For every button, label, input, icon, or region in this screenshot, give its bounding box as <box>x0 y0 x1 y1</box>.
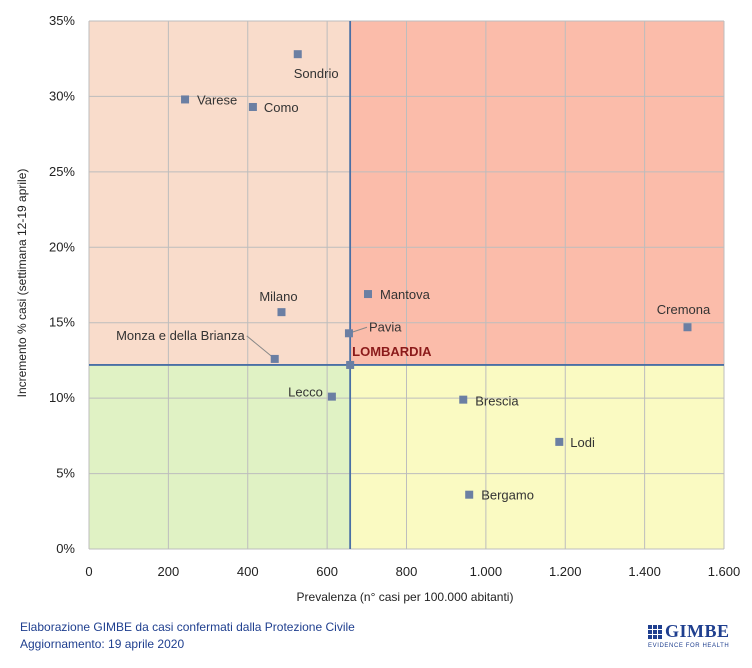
point-label: LOMBARDIA <box>352 344 432 359</box>
point-label: Varese <box>197 92 237 107</box>
y-axis-title: Incremento % casi (settimana 12-19 april… <box>15 169 29 398</box>
data-point-marker <box>459 395 468 404</box>
gridlines <box>88 20 725 550</box>
x-tick-label: 200 <box>158 564 180 579</box>
leader-line <box>246 335 276 360</box>
data-point-marker <box>181 95 190 104</box>
data-points <box>181 50 692 499</box>
point-label: Sondrio <box>294 66 339 81</box>
point-label: Bergamo <box>481 488 534 503</box>
point-label: Brescia <box>475 394 519 409</box>
point-label: Pavia <box>369 319 402 334</box>
quadrant-backgrounds <box>89 21 724 549</box>
data-point-marker <box>248 102 257 111</box>
x-tick-label: 1.400 <box>628 564 661 579</box>
gimbe-logo: GIMBE EVIDENCE FOR HEALTH <box>648 621 738 657</box>
y-tick-label: 15% <box>49 315 75 330</box>
point-label: Mantova <box>380 287 431 302</box>
x-tick-label: 1.600 <box>708 564 741 579</box>
x-axis-title: Prevalenza (n° casi per 100.000 abitanti… <box>297 590 514 604</box>
quadrant-bottom-left <box>89 364 351 549</box>
y-tick-label: 0% <box>56 541 75 556</box>
point-label: Milano <box>259 289 297 304</box>
update-line: Aggiornamento: 19 aprile 2020 <box>20 637 185 651</box>
quadrant-bottom-right <box>350 364 724 549</box>
y-tick-label: 35% <box>49 13 75 28</box>
point-label: Cremona <box>657 302 711 317</box>
data-point-marker <box>293 50 302 59</box>
y-tick-label: 10% <box>49 390 75 405</box>
y-axis-ticks: 0% 5% 10% 15% 20% 25% 30% 35% <box>49 13 75 556</box>
data-point-marker <box>364 290 373 299</box>
point-label: Lecco <box>288 385 323 400</box>
data-point-marker <box>555 437 564 446</box>
y-tick-label: 20% <box>49 239 75 254</box>
x-tick-label: 0 <box>85 564 92 579</box>
logo-wordmark: GIMBE <box>665 621 730 641</box>
data-point-marker <box>327 392 336 401</box>
quadrant-top-right <box>350 21 724 365</box>
data-point-marker <box>346 360 355 369</box>
x-axis-ticks: 0 200 400 600 800 1.000 1.200 1.400 1.600 <box>85 564 740 579</box>
data-point-marker <box>683 323 692 332</box>
logo-grid-icon <box>648 624 662 639</box>
x-tick-label: 600 <box>316 564 338 579</box>
y-tick-label: 30% <box>49 88 75 103</box>
x-tick-label: 1.000 <box>470 564 503 579</box>
x-tick-label: 400 <box>237 564 259 579</box>
y-tick-label: 25% <box>49 164 75 179</box>
quadrant-top-left <box>89 21 351 365</box>
y-tick-label: 5% <box>56 466 75 481</box>
point-labels: Sondrio Varese Como Milano Mantova Pavia Monza… <box>116 66 711 503</box>
point-label: Monza e della Brianza <box>116 328 245 343</box>
data-point-marker <box>270 354 279 363</box>
scatter-chart: 0 200 400 600 800 1.000 1.200 1.400 1.600 0% 5% 10… <box>15 13 740 604</box>
logo-tagline: EVIDENCE FOR HEALTH <box>648 643 730 649</box>
source-note: Elaborazione GIMBE da casi confermati da… <box>20 619 355 653</box>
data-point-marker <box>277 308 286 317</box>
reference-lines <box>89 21 724 549</box>
x-tick-label: 1.200 <box>549 564 582 579</box>
data-point-marker <box>344 329 353 338</box>
source-line: Elaborazione GIMBE da casi confermati da… <box>20 620 355 634</box>
point-label: Lodi <box>570 435 595 450</box>
point-label: Como <box>264 100 299 115</box>
data-point-marker <box>465 490 474 499</box>
x-tick-label: 800 <box>396 564 418 579</box>
